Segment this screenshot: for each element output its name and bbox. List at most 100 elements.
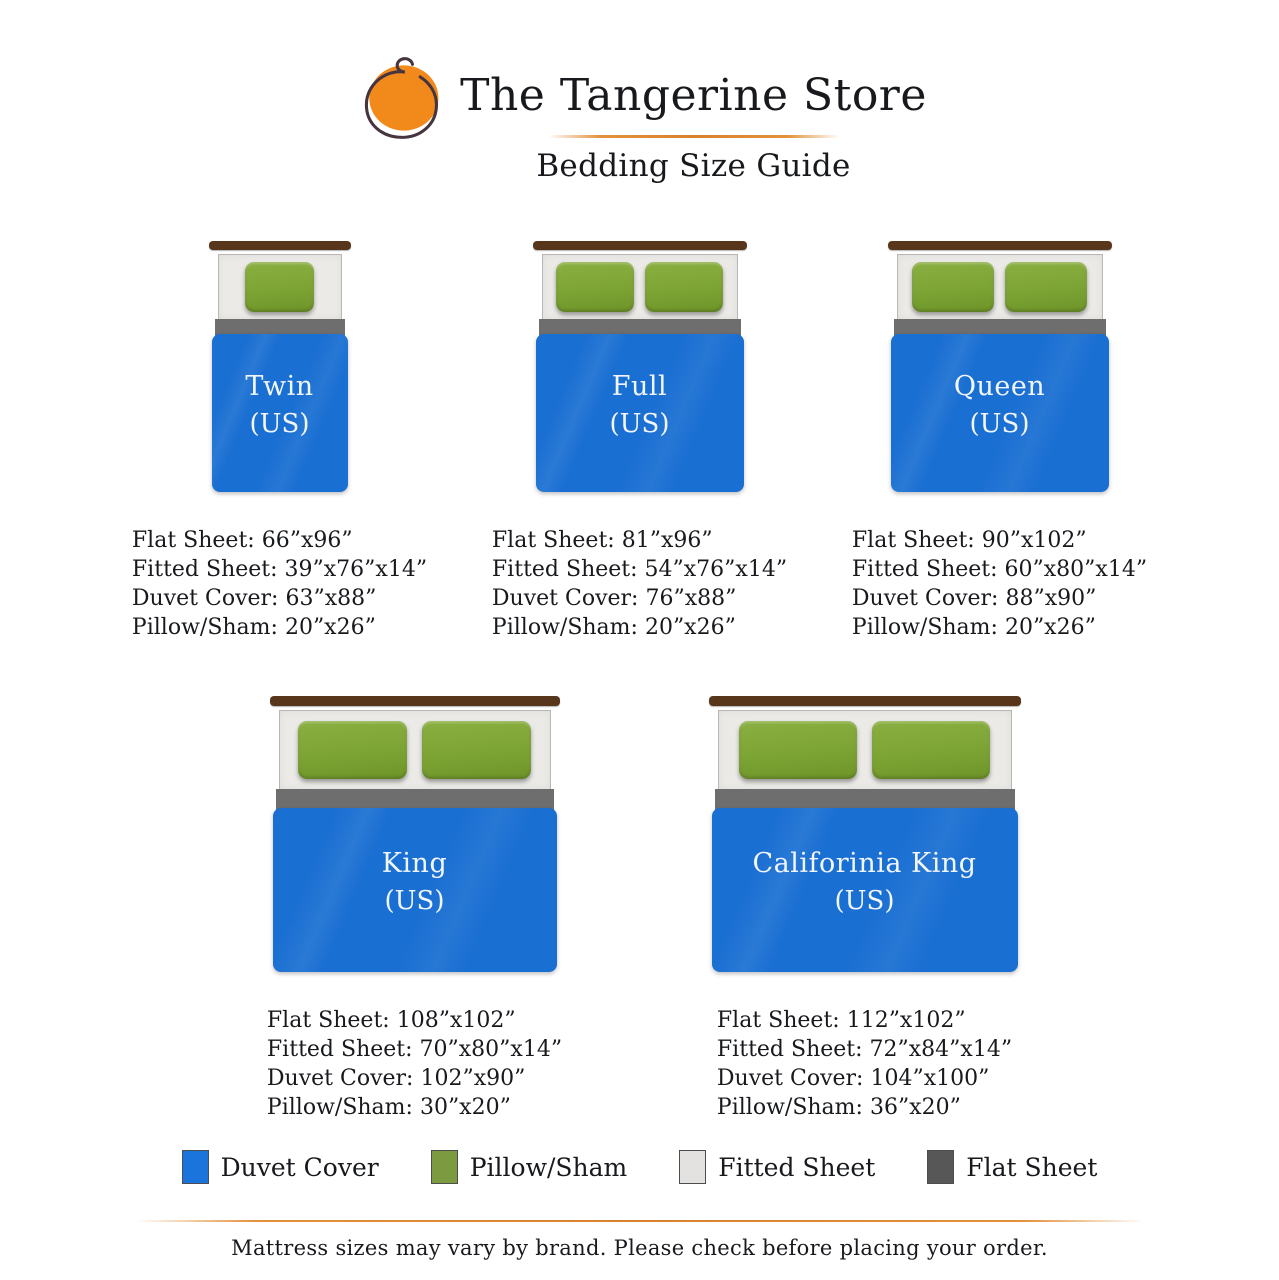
legend-item-pillow-sham: Pillow/Sham [430, 1150, 628, 1184]
title-divider [547, 135, 840, 138]
bed-row: Twin (US) Flat Sheet: 66”x96” Fitted Sheet:… [0, 241, 1279, 642]
bed-label: Full (US) [609, 371, 669, 439]
bed-name: Twin [245, 371, 314, 402]
legend-label: Duvet Cover [220, 1152, 379, 1182]
headboard [269, 696, 560, 706]
pillow-row [719, 721, 1011, 779]
legend-swatch-fitted-sheet [679, 1150, 707, 1184]
page-title: Bedding Size Guide [536, 148, 851, 184]
bed-label: Twin (US) [245, 371, 313, 439]
spec-line: Flat Sheet: 108”x102” [266, 1008, 516, 1033]
pillow-icon [872, 721, 991, 779]
bed-diagram-full: Full (US) [532, 241, 747, 492]
pillow-row [280, 721, 550, 779]
spec-line: Flat Sheet: 112”x102” [716, 1008, 966, 1033]
bed-specs-lines: Flat Sheet: 90”x102” Fitted Sheet: 60”x80… [852, 526, 1147, 642]
bed-label: Califorinia King (US) [753, 848, 977, 916]
spec-line: Fitted Sheet: 54”x76”x14” [491, 557, 788, 582]
pillow-icon [555, 262, 635, 312]
brand-column: The Tangerine Store Bedding Size Guide [460, 50, 927, 185]
legend-item-fitted-sheet: Fitted Sheet [679, 1150, 875, 1184]
duvet-cover: Twin (US) [211, 334, 348, 492]
pillow-icon [738, 721, 857, 779]
spec-line: Flat Sheet: 90”x102” [851, 528, 1087, 553]
legend-label: Pillow/Sham [469, 1152, 628, 1182]
spec-line: Fitted Sheet: 60”x80”x14” [851, 557, 1148, 582]
bed-region: (US) [609, 409, 670, 439]
spec-line: Flat Sheet: 66”x96” [131, 528, 353, 553]
spec-line: Pillow/Sham: 20”x26” [491, 615, 736, 640]
brand-row: The Tangerine Store Bedding Size Guide [352, 50, 927, 185]
bed-region: (US) [249, 409, 310, 439]
bed-diagram-california-king: Califorinia King (US) [708, 696, 1021, 972]
bed-region: (US) [834, 886, 895, 916]
headboard [708, 696, 1021, 706]
bed-cell-queen: Queen (US) Flat Sheet: 90”x102” Fitted Shee… [832, 241, 1168, 642]
spec-line: Pillow/Sham: 20”x26” [851, 615, 1096, 640]
spec-line: Duvet Cover: 88”x90” [851, 586, 1097, 611]
footer-divider [134, 1220, 1145, 1222]
bed-diagram-twin: Twin (US) [208, 241, 351, 492]
spec-line: Pillow/Sham: 30”x20” [266, 1095, 511, 1120]
footer: Mattress sizes may vary by brand. Please… [0, 1220, 1279, 1260]
bed-specs: Flat Sheet: 81”x96” Fitted Sheet: 54”x76”… [472, 526, 808, 642]
spec-line: Duvet Cover: 102”x90” [266, 1066, 526, 1091]
bed-specs: Flat Sheet: 108”x102” Fitted Sheet: 70”x8… [202, 1006, 628, 1122]
bed-specs-lines: Flat Sheet: 66”x96” Fitted Sheet: 39”x76”… [132, 526, 427, 642]
spec-line: Fitted Sheet: 70”x80”x14” [266, 1037, 563, 1062]
headboard [887, 241, 1112, 250]
pillow-icon [911, 262, 995, 312]
fitted-sheet [717, 710, 1012, 789]
spec-line: Pillow/Sham: 36”x20” [716, 1095, 961, 1120]
pillow-row [219, 262, 341, 312]
bed-specs-lines: Flat Sheet: 81”x96” Fitted Sheet: 54”x76”… [492, 526, 787, 642]
duvet-cover: King (US) [272, 808, 557, 972]
bed-diagram-queen: Queen (US) [887, 241, 1112, 492]
legend-item-flat-sheet: Flat Sheet [927, 1150, 1097, 1184]
footer-note: Mattress sizes may vary by brand. Please… [231, 1236, 1048, 1260]
bed-cell-california-king: Califorinia King (US) Flat Sheet: 112”x102… [652, 696, 1078, 1122]
bed-rows: Twin (US) Flat Sheet: 66”x96” Fitted Sheet:… [0, 241, 1279, 1122]
brand-title: The Tangerine Store [460, 70, 927, 121]
pillow-row [898, 262, 1102, 312]
legend: Duvet Cover Pillow/Sham Fitted Sheet Flat S… [0, 1150, 1279, 1184]
duvet-cover: Full (US) [535, 334, 744, 492]
bed-cell-full: Full (US) Flat Sheet: 81”x96” Fitted Sheet:… [472, 241, 808, 642]
pillow-icon [298, 721, 408, 779]
spec-line: Duvet Cover: 76”x88” [491, 586, 737, 611]
bed-diagram-king: King (US) [269, 696, 560, 972]
fitted-sheet [541, 254, 738, 319]
spec-line: Fitted Sheet: 72”x84”x14” [716, 1037, 1013, 1062]
spec-line: Fitted Sheet: 39”x76”x14” [131, 557, 428, 582]
headboard [532, 241, 747, 250]
bed-cell-twin: Twin (US) Flat Sheet: 66”x96” Fitted Sheet:… [112, 241, 448, 642]
legend-label: Flat Sheet [966, 1152, 1098, 1182]
bed-specs: Flat Sheet: 112”x102” Fitted Sheet: 72”x8… [652, 1006, 1078, 1122]
legend-label: Fitted Sheet [718, 1152, 876, 1182]
tangerine-logo-icon [352, 50, 448, 146]
bed-region: (US) [384, 886, 445, 916]
bed-specs: Flat Sheet: 90”x102” Fitted Sheet: 60”x80… [832, 526, 1168, 642]
spec-line: Pillow/Sham: 20”x26” [131, 615, 376, 640]
pillow-icon [1004, 262, 1088, 312]
spec-line: Duvet Cover: 63”x88” [131, 586, 377, 611]
pillow-icon [421, 721, 531, 779]
legend-swatch-pillow-sham [430, 1150, 458, 1184]
bed-specs-lines: Flat Sheet: 112”x102” Fitted Sheet: 72”x8… [717, 1006, 1012, 1122]
bed-label: King (US) [382, 848, 447, 916]
bed-specs: Flat Sheet: 66”x96” Fitted Sheet: 39”x76”… [112, 526, 448, 642]
fitted-sheet [896, 254, 1103, 319]
bed-row: King (US) Flat Sheet: 108”x102” Fitted Shee… [0, 696, 1279, 1122]
bed-cell-king: King (US) Flat Sheet: 108”x102” Fitted Shee… [202, 696, 628, 1122]
spec-line: Duvet Cover: 104”x100” [716, 1066, 990, 1091]
bed-name: Queen [953, 371, 1046, 402]
pillow-icon [245, 262, 314, 312]
pillow-icon [644, 262, 724, 312]
spec-line: Flat Sheet: 81”x96” [491, 528, 713, 553]
duvet-cover: Califorinia King (US) [711, 808, 1018, 972]
bed-name: King [381, 848, 448, 879]
fitted-sheet [278, 710, 551, 789]
duvet-cover: Queen (US) [890, 334, 1109, 492]
fitted-sheet [217, 254, 342, 319]
bed-name: Califorinia King [752, 848, 977, 879]
